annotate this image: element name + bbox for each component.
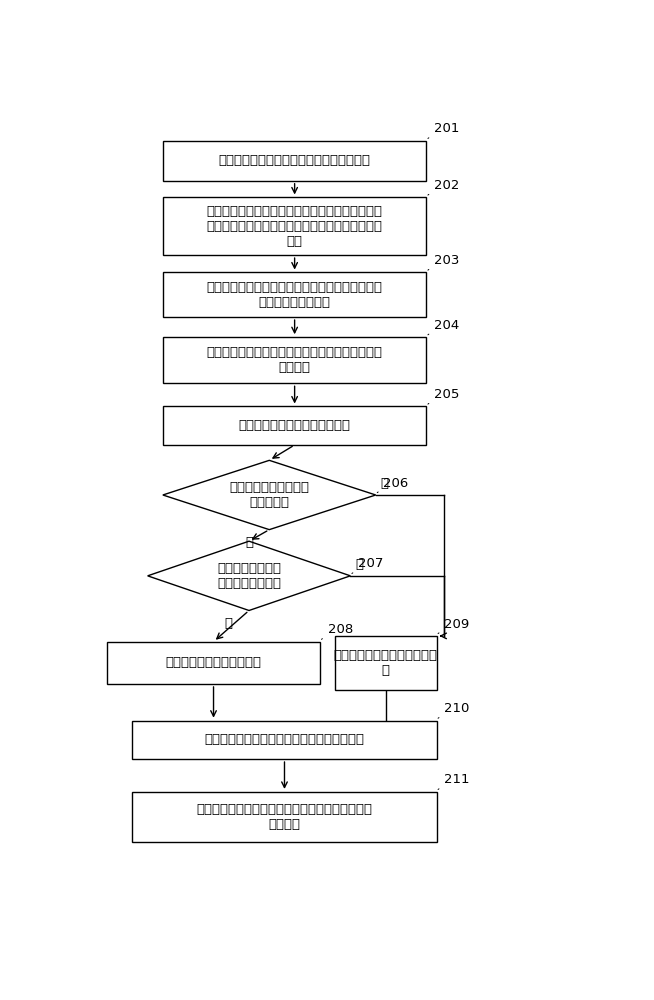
Text: 208: 208 [328,623,353,636]
Polygon shape [163,460,375,530]
Text: 209: 209 [444,618,470,631]
Text: 否: 否 [356,558,364,571]
Text: 210: 210 [444,702,470,715]
FancyBboxPatch shape [163,337,426,383]
FancyBboxPatch shape [107,642,320,684]
FancyBboxPatch shape [132,792,437,842]
Text: 204: 204 [434,319,459,332]
FancyBboxPatch shape [132,721,437,759]
Text: 将锁住液氮罐的指纹锁打开: 将锁住液氮罐的指纹锁打开 [165,656,262,669]
Text: 指纹仪采集用户的指纹，发送给计算机设备: 指纹仪采集用户的指纹，发送给计算机设备 [218,154,371,167]
FancyBboxPatch shape [163,406,426,445]
Polygon shape [148,541,351,610]
Text: 指纹锁获取用户的待认证的指纹: 指纹锁获取用户的待认证的指纹 [239,419,351,432]
FancyBboxPatch shape [336,636,437,690]
Text: 202: 202 [434,179,459,192]
Text: 服务器将指纹模板及指纹模板对应的用户权限下发
给指纹锁: 服务器将指纹模板及指纹模板对应的用户权限下发 给指纹锁 [207,346,383,374]
FancyBboxPatch shape [163,141,426,181]
Text: 将锁住液氮罐的指纹锁继续锁
住: 将锁住液氮罐的指纹锁继续锁 住 [334,649,438,677]
Text: 记录开锁过程中的各种操作信息并上传服务器: 记录开锁过程中的各种操作信息并上传服务器 [205,733,364,746]
Text: 201: 201 [434,122,459,135]
Text: 211: 211 [444,773,470,786]
Text: 207: 207 [358,557,383,570]
Text: 是: 是 [225,617,233,630]
Text: 指纹与存储的指纹模板
是否一致？: 指纹与存储的指纹模板 是否一致？ [230,481,309,509]
FancyBboxPatch shape [163,197,426,255]
Text: 计算机设备根据指纹仪采集的用户的指纹，生成用
户的指纹模板，并为指纹模板对应的用户设置用户
权限: 计算机设备根据指纹仪采集的用户的指纹，生成用 户的指纹模板，并为指纹模板对应的用… [207,205,383,248]
Text: 205: 205 [434,388,459,401]
Text: 记录存入或者取出液氮罐中的样本的操作信息并上
传服务器: 记录存入或者取出液氮罐中的样本的操作信息并上 传服务器 [196,803,373,831]
Text: 206: 206 [383,477,409,490]
Text: 否: 否 [381,477,388,490]
FancyBboxPatch shape [163,272,426,317]
Text: 是: 是 [245,536,253,549]
Text: 203: 203 [434,254,459,267]
Text: 是否符合指纹模板
对应的用户权限？: 是否符合指纹模板 对应的用户权限？ [217,562,281,590]
Text: 计算机设备将用户的指纹模板及指纹模板对应的用
户权限上传到服务器: 计算机设备将用户的指纹模板及指纹模板对应的用 户权限上传到服务器 [207,281,383,309]
